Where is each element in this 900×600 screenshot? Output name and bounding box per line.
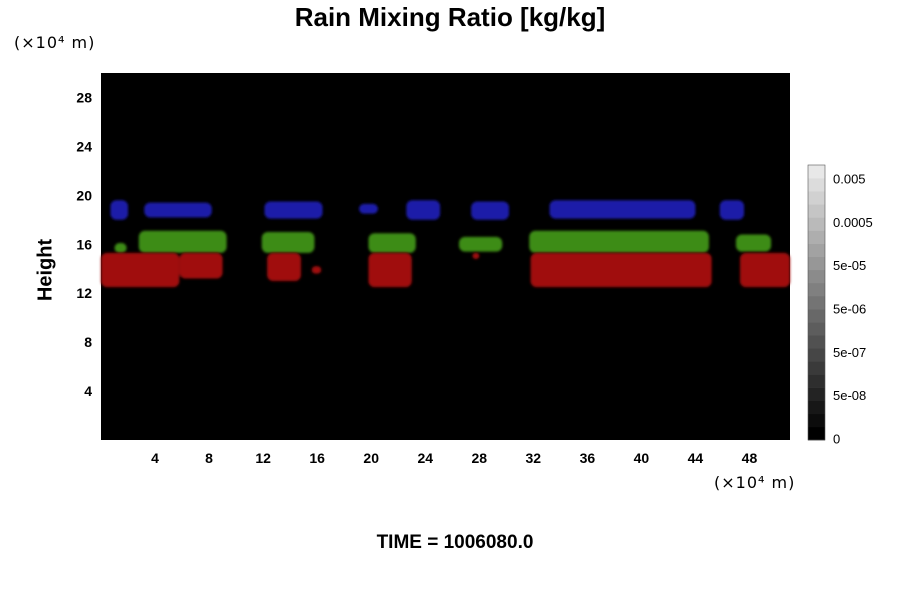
time-footer: TIME = 1006080.0 <box>376 532 534 553</box>
colorbar-swatch <box>808 269 825 284</box>
colorbar-swatch <box>808 204 825 218</box>
blue-region <box>406 200 441 220</box>
x-axis: 4 8 12 16 20 24 28 32 36 40 44 48 <box>151 450 757 466</box>
colorbar-swatch <box>808 335 825 349</box>
x-tick-label: 24 <box>417 450 433 466</box>
colorbar-tick-label: 0 <box>833 431 840 446</box>
y-tick-label: 16 <box>76 236 92 252</box>
band-red <box>101 252 790 288</box>
colorbar-swatch <box>808 256 825 271</box>
data-layer <box>101 200 790 288</box>
y-tick-label: 8 <box>84 334 92 350</box>
x-tick-label: 20 <box>363 450 379 466</box>
colorbar-swatch <box>808 243 825 257</box>
blue-region <box>471 201 509 220</box>
colorbar-tick-label: 5e-06 <box>833 301 866 316</box>
x-tick-label: 44 <box>688 450 704 466</box>
red-region <box>101 252 180 288</box>
red-region <box>740 252 790 288</box>
green-region <box>261 232 315 253</box>
blue-region <box>264 201 323 219</box>
colorbar-swatch <box>808 230 825 244</box>
green-region <box>368 233 416 253</box>
colorbar-swatch <box>808 374 825 388</box>
red-region <box>530 252 712 288</box>
colorbar-tick-label: 5e-05 <box>833 258 866 273</box>
y-tick-label: 20 <box>76 187 92 203</box>
blue-region <box>144 202 212 218</box>
green-region <box>114 243 127 253</box>
colorbar-swatch <box>808 165 825 179</box>
blue-region <box>110 200 129 220</box>
colorbar-frame <box>807 164 826 441</box>
chart-title: Rain Mixing Ratio [kg/kg] <box>294 2 606 32</box>
colorbar-tick-label: 0.0005 <box>833 215 873 230</box>
x-tick-label: 48 <box>742 450 758 466</box>
colorbar-swatch <box>808 178 825 192</box>
x-tick-label: 4 <box>151 450 159 466</box>
x-tick-label: 12 <box>255 450 271 466</box>
colorbar-swatch <box>808 191 825 205</box>
colorbar-swatch <box>808 309 825 323</box>
x-tick-label: 8 <box>205 450 213 466</box>
colorbar-swatch <box>808 217 825 231</box>
blue-region <box>359 203 378 214</box>
y-tick-label: 24 <box>76 138 92 154</box>
band-green <box>114 230 772 253</box>
colorbar: 0 5e-08 5e-07 5e-06 5e-05 0.0005 0.005 <box>807 164 873 446</box>
band-blue <box>110 200 745 220</box>
y-axis: 4 8 12 16 20 24 28 <box>76 89 92 399</box>
colorbar-swatch <box>808 426 825 441</box>
x-tick-label: 16 <box>309 450 325 466</box>
red-region <box>368 252 412 288</box>
y-axis-unit: (×10⁴ m) <box>14 33 96 52</box>
colorbar-swatch <box>808 348 825 362</box>
x-tick-label: 28 <box>471 450 487 466</box>
green-region <box>138 230 227 253</box>
colorbar-tick-label: 0.005 <box>833 171 866 186</box>
colorbar-swatch <box>808 361 825 375</box>
y-tick-label: 4 <box>84 383 92 399</box>
colorbar-swatch <box>808 282 825 297</box>
colorbar-swatch <box>808 322 825 336</box>
green-region <box>459 236 503 252</box>
x-axis-unit: (×10⁴ m) <box>714 473 796 492</box>
colorbar-swatch <box>808 413 825 428</box>
colorbar-swatch <box>808 387 825 402</box>
y-tick-label: 28 <box>76 89 92 105</box>
blue-region <box>549 200 696 219</box>
colorbar-tick-label: 5e-08 <box>833 388 866 403</box>
colorbar-swatch <box>808 400 825 415</box>
colorbar-swatch <box>808 295 825 310</box>
red-region <box>179 252 223 279</box>
blue-region <box>719 200 745 220</box>
x-tick-label: 32 <box>526 450 542 466</box>
colorbar-tick-label: 5e-07 <box>833 345 866 360</box>
y-tick-label: 12 <box>76 285 92 301</box>
red-region <box>311 266 322 274</box>
red-region <box>472 252 480 259</box>
x-tick-label: 36 <box>580 450 596 466</box>
red-region <box>267 252 301 281</box>
green-region <box>735 234 772 252</box>
green-region <box>529 230 709 253</box>
x-tick-label: 40 <box>634 450 650 466</box>
